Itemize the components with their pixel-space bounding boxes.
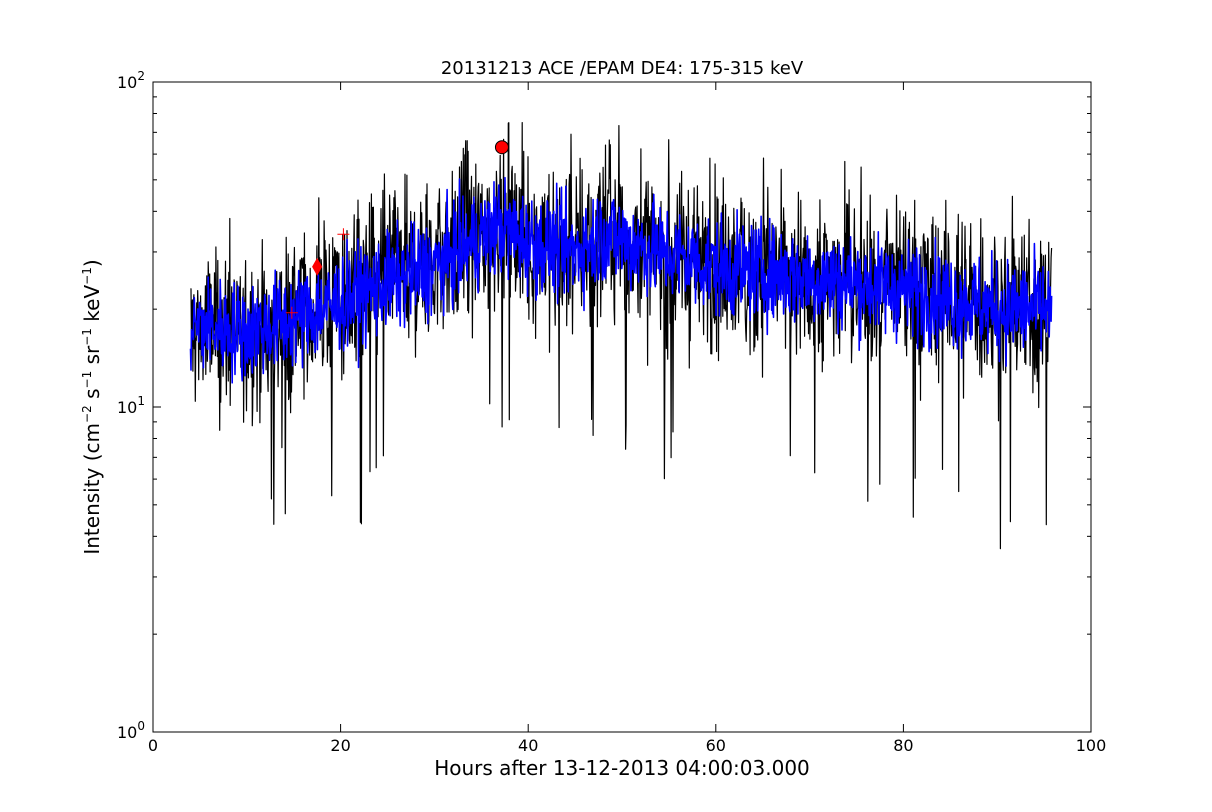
x-tick-label-4: 80: [893, 736, 913, 755]
y-axis-label-suffix: ): [80, 259, 104, 267]
series-line-1: [189, 176, 1053, 384]
marker-plus-3: [337, 228, 350, 241]
x-tick-label-3: 60: [706, 736, 726, 755]
x-tick-label-2: 40: [518, 736, 538, 755]
y-tick-exp-0: 0: [137, 719, 145, 733]
y-tick-base-2: 10: [117, 73, 137, 92]
x-axis-label: Hours after 13-12-2013 04:00:03.000: [434, 756, 810, 780]
chart-title: 20131213 ACE /EPAM DE4: 175-315 keV: [441, 58, 804, 79]
y-axis-label-part3: sr: [80, 345, 104, 371]
y-axis-label-sup1: −2: [80, 405, 94, 423]
x-axis: 0 20 40 60 80 100: [148, 82, 1106, 755]
y-axis-label-sup4: −1: [80, 267, 94, 285]
series-group: [189, 121, 1053, 550]
x-tick-label-0: 0: [148, 736, 158, 755]
y-axis-label: Intensity (cm−2 s−1 sr−1 keV−1): [80, 259, 104, 554]
y-axis-label-prefix: Intensity (cm: [80, 423, 104, 555]
y-axis-label-sup2: −1: [80, 371, 94, 389]
y-tick-base-1: 10: [117, 398, 137, 417]
y-tick-exp-2: 2: [137, 69, 145, 83]
y-tick-base-0: 10: [117, 723, 137, 742]
marker-plus-2: [285, 306, 298, 319]
marker-diamond-1: [312, 257, 323, 276]
y-axis-label-sup3: −1: [80, 328, 94, 346]
y-axis-label-part2: s: [80, 388, 104, 405]
x-tick-label-5: 100: [1076, 736, 1107, 755]
y-tick-label-2: 102: [117, 69, 145, 92]
y-axis-label-part4: keV: [80, 285, 104, 329]
marker-circle-0: [494, 140, 509, 155]
y-tick-exp-1: 1: [137, 394, 145, 408]
y-tick-label-1: 101: [117, 394, 145, 417]
plot-area: [189, 121, 1053, 550]
y-tick-label-0: 100: [117, 719, 145, 742]
x-tick-label-1: 20: [330, 736, 350, 755]
